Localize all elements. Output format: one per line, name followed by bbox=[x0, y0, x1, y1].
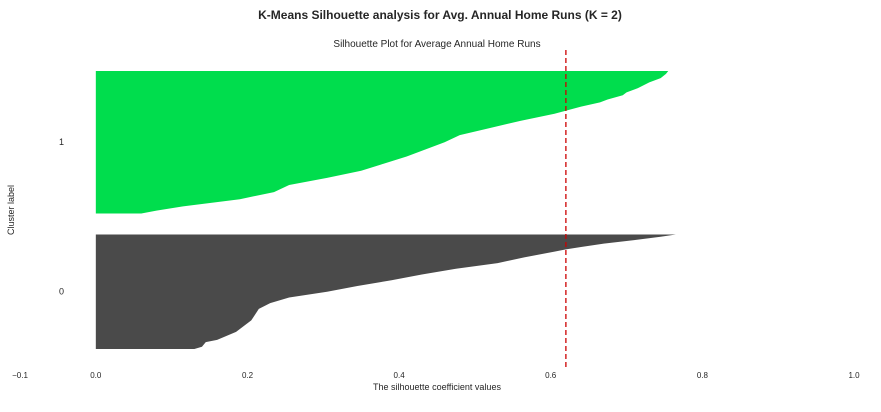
x-tick-label: 0.8 bbox=[697, 371, 709, 380]
y-axis-label: Cluster label bbox=[6, 185, 16, 235]
y-tick-label-cluster-1: 1 bbox=[59, 137, 64, 147]
x-tick-label: 0.6 bbox=[545, 371, 557, 380]
x-tick-label: 0.2 bbox=[242, 371, 254, 380]
x-tick-label: 1.0 bbox=[848, 371, 860, 380]
x-tick-label: 0.4 bbox=[394, 371, 406, 380]
chart-suptitle: K-Means Silhouette analysis for Avg. Ann… bbox=[258, 8, 622, 22]
y-tick-label-cluster-0: 0 bbox=[59, 287, 64, 297]
x-axis-label: The silhouette coefficient values bbox=[373, 382, 501, 392]
x-tick-label: −0.1 bbox=[12, 371, 28, 380]
y-tick-labels: 01 bbox=[59, 137, 64, 297]
silhouette-bars bbox=[95, 71, 676, 349]
chart-title: Silhouette Plot for Average Annual Home … bbox=[333, 39, 540, 50]
cluster-1-silhouette bbox=[95, 71, 669, 214]
x-tick-labels: −0.1 0.0 0.2 0.4 0.6 0.8 1.0 bbox=[12, 371, 860, 380]
cluster-0-silhouette bbox=[95, 234, 676, 349]
x-tick-label: 0.0 bbox=[90, 371, 102, 380]
